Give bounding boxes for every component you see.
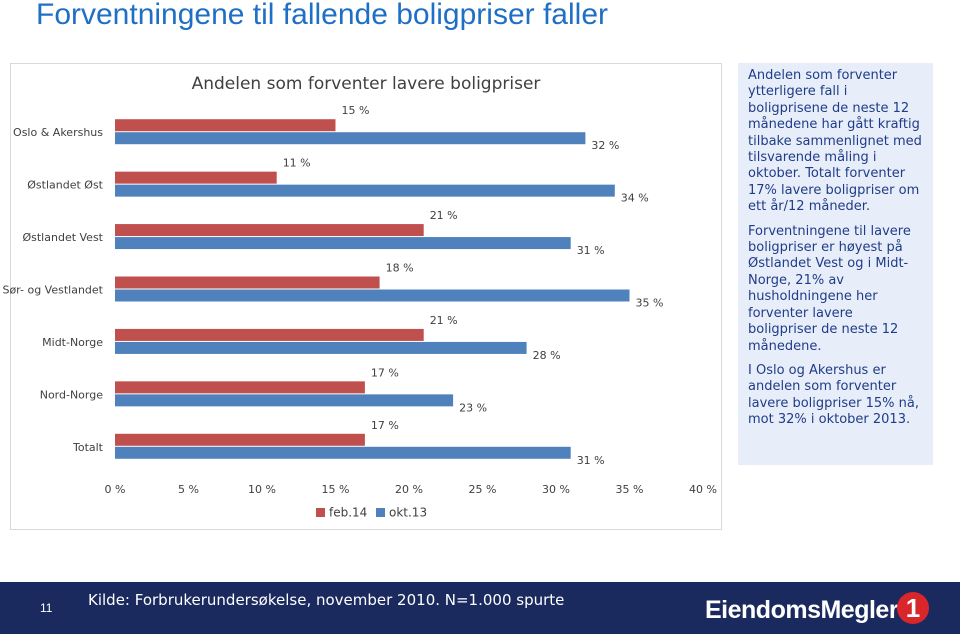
value-label: 15 % bbox=[342, 104, 370, 117]
value-label: 28 % bbox=[533, 349, 561, 362]
bar bbox=[115, 119, 336, 132]
bar bbox=[115, 224, 424, 237]
paragraph: I Oslo og Akershus er andelen som forven… bbox=[748, 362, 919, 428]
bar bbox=[115, 341, 527, 354]
value-label: 18 % bbox=[386, 262, 414, 275]
x-tick-label: 40 % bbox=[689, 483, 717, 496]
bar bbox=[115, 381, 365, 394]
y-tick-label: Nord-Norge bbox=[40, 388, 104, 401]
bar bbox=[115, 171, 277, 184]
value-label: 34 % bbox=[621, 192, 649, 205]
value-label: 17 % bbox=[371, 419, 399, 432]
x-tick-label: 5 % bbox=[178, 483, 199, 496]
text-box: Andelen som forventer ytterligere fall i… bbox=[738, 63, 933, 465]
y-tick-label: Oslo & Akershus bbox=[13, 126, 103, 139]
y-tick-label: Totalt bbox=[72, 441, 104, 454]
slide-title: Forventningene til fallende boligpriser … bbox=[36, 0, 608, 31]
chart-frame bbox=[10, 63, 722, 530]
bar bbox=[115, 433, 365, 446]
source: Kilde: Forbrukerundersøkelse, november 2… bbox=[88, 591, 565, 609]
value-label: 35 % bbox=[636, 297, 664, 310]
page-number: 11 bbox=[40, 601, 53, 615]
bar bbox=[115, 237, 571, 250]
bar bbox=[115, 289, 630, 302]
legend-label: feb.14 bbox=[329, 506, 367, 520]
x-tick-label: 20 % bbox=[395, 483, 423, 496]
y-tick-label: Østlandet Vest bbox=[22, 231, 103, 244]
footer: 11 Kilde: Forbrukerundersøkelse, novembe… bbox=[0, 582, 960, 634]
x-tick-label: 10 % bbox=[248, 483, 276, 496]
bar bbox=[115, 276, 380, 289]
x-tick-label: 0 % bbox=[105, 483, 126, 496]
legend-swatch bbox=[376, 508, 385, 517]
x-tick-label: 30 % bbox=[542, 483, 570, 496]
chart-title: Andelen som forventer lavere boligpriser bbox=[192, 74, 541, 94]
value-label: 31 % bbox=[577, 454, 605, 467]
x-tick-label: 25 % bbox=[469, 483, 497, 496]
bar bbox=[115, 394, 454, 407]
logo-number: 1 bbox=[897, 592, 929, 624]
x-tick-label: 15 % bbox=[322, 483, 350, 496]
value-label: 32 % bbox=[591, 139, 619, 152]
bar bbox=[115, 446, 571, 459]
bar bbox=[115, 132, 586, 145]
value-label: 31 % bbox=[577, 244, 605, 257]
value-label: 11 % bbox=[283, 157, 311, 170]
value-label: 21 % bbox=[430, 209, 458, 222]
value-label: 17 % bbox=[371, 366, 399, 379]
y-tick-label: Midt-Norge bbox=[42, 336, 103, 349]
legend-swatch bbox=[316, 508, 325, 517]
value-label: 21 % bbox=[430, 314, 458, 327]
bar bbox=[115, 184, 615, 197]
paragraph: Forventningene til lavere boligpriser er… bbox=[748, 223, 911, 354]
y-tick-label: Østlandet Øst bbox=[27, 179, 103, 192]
legend-label: okt.13 bbox=[389, 506, 427, 520]
paragraph: Andelen som forventer ytterligere fall i… bbox=[748, 68, 922, 215]
y-tick-label: Sør- og Vestlandet bbox=[2, 284, 103, 297]
logo-text: EiendomsMegler bbox=[705, 596, 899, 624]
bar bbox=[115, 328, 424, 341]
value-label: 23 % bbox=[459, 401, 487, 414]
x-tick-label: 35 % bbox=[616, 483, 644, 496]
